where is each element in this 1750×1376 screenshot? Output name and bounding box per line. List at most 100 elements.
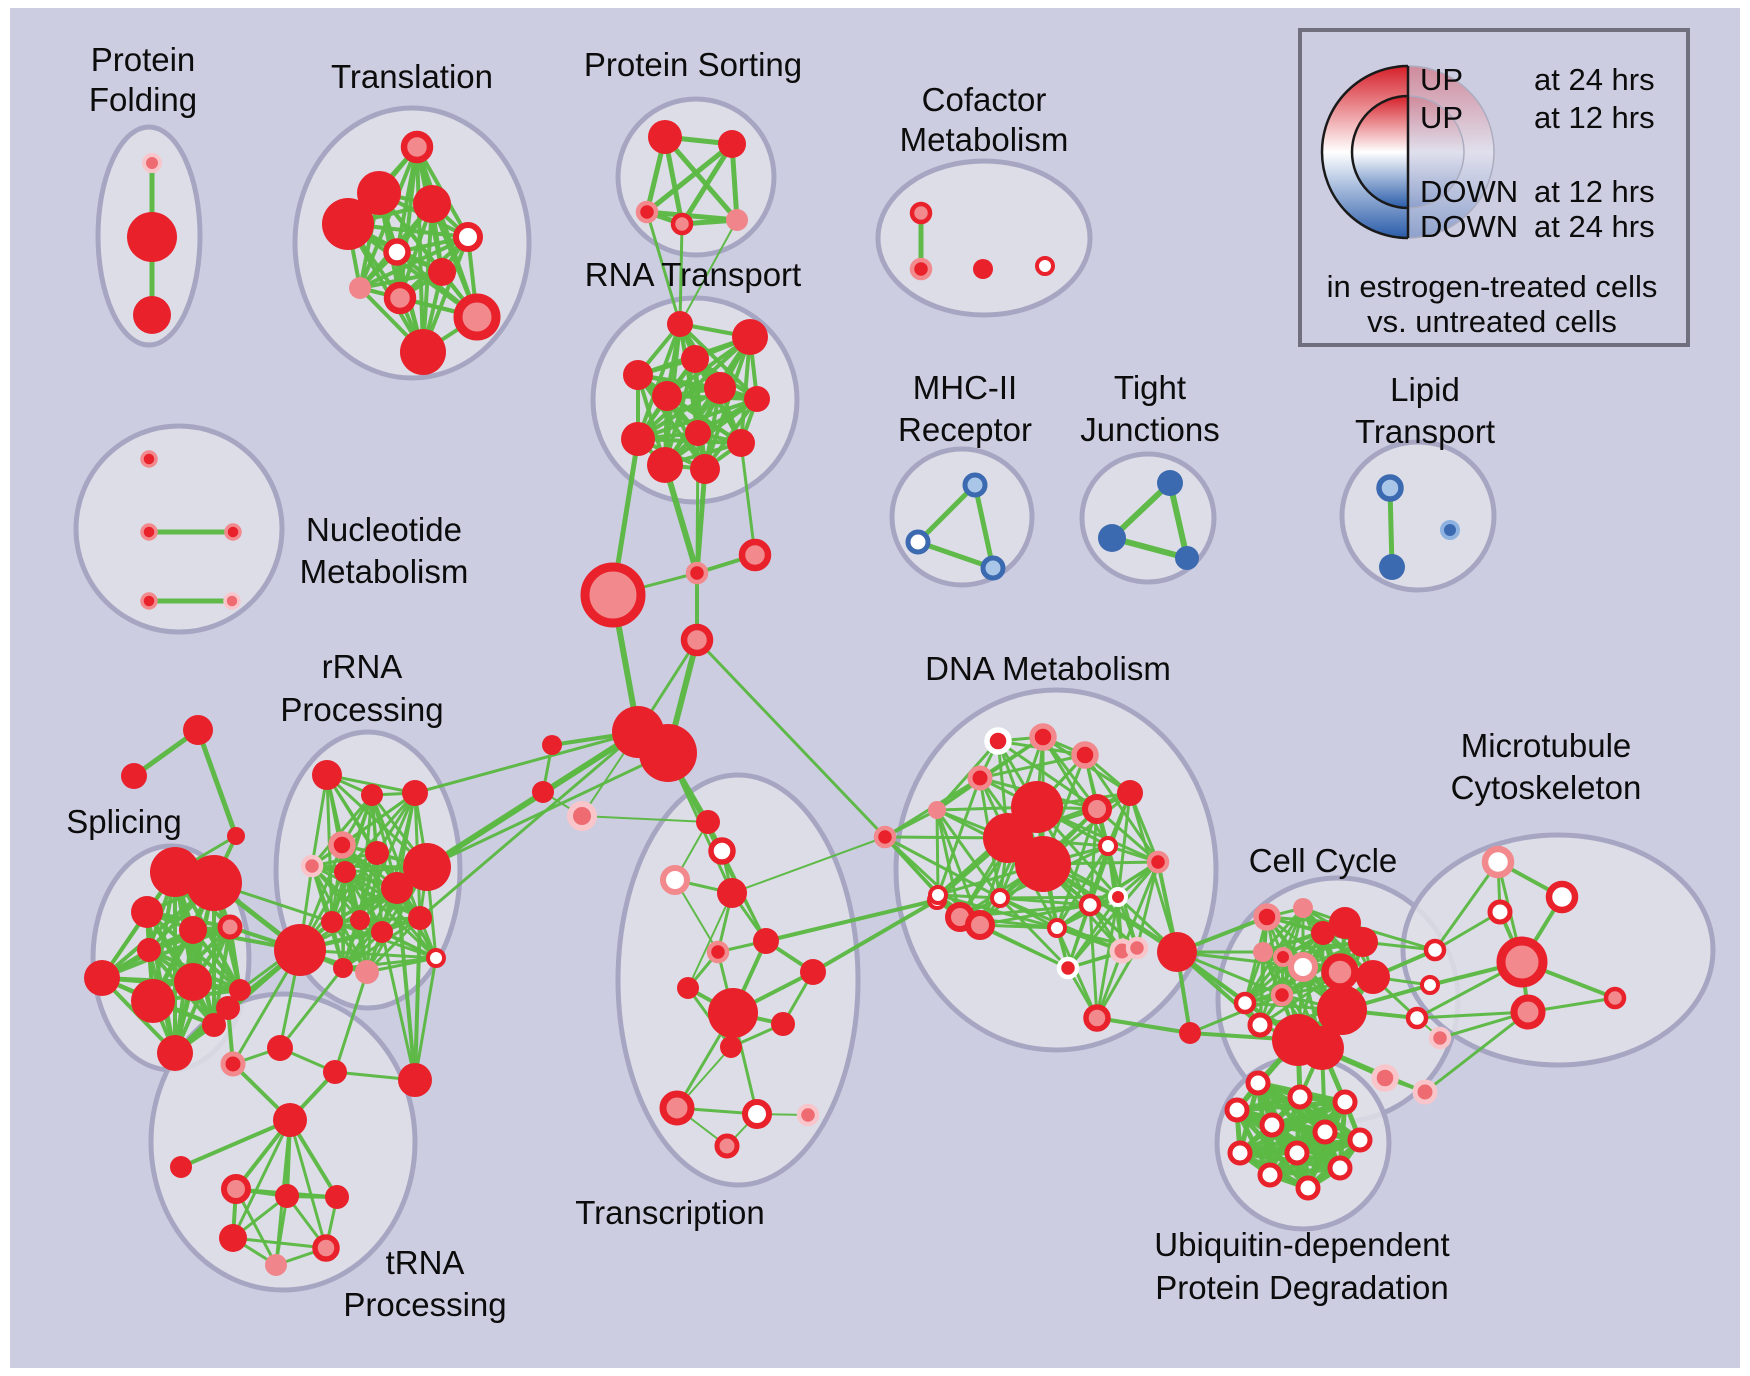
cluster-label-rr: rRNA	[322, 648, 403, 685]
node-lip-0	[1376, 474, 1404, 502]
edge-rt	[636, 322, 682, 441]
edge-rr	[310, 773, 329, 868]
node-tj-2	[1175, 546, 1199, 570]
node-ps-1	[718, 130, 746, 158]
node-tl-3	[322, 198, 374, 250]
node-rr-14	[333, 958, 353, 978]
cluster-label-ps: Protein Sorting	[584, 46, 802, 83]
node-cc-5	[1311, 921, 1335, 945]
node-cc-11	[1273, 947, 1293, 967]
edge-mhc	[915, 482, 978, 545]
node-tri-1	[121, 763, 147, 789]
node-trx-11	[659, 1090, 695, 1126]
node-rt-6	[744, 386, 770, 412]
node-dna-10	[1015, 836, 1071, 892]
edge-rr	[341, 916, 422, 970]
node-rr-11	[371, 921, 393, 943]
node-rr-7	[381, 872, 413, 904]
node-rr-1	[361, 784, 383, 806]
node-tn-1	[170, 1156, 192, 1178]
cluster-label-mic: Microtubule	[1461, 727, 1632, 764]
node-spl-4	[217, 914, 243, 940]
edge-rt	[636, 397, 759, 441]
node-trx-2	[660, 865, 690, 895]
node-tl-7	[349, 277, 371, 299]
node-dna-0	[984, 727, 1012, 755]
node-rt-11	[690, 454, 720, 484]
edge-rr-tn	[333, 970, 369, 1074]
cluster-ellipse-mic	[1400, 832, 1716, 1068]
cluster-label-mic: Cytoskeleton	[1451, 769, 1642, 806]
node-nuc-4	[223, 592, 241, 610]
node-dna-4	[928, 801, 946, 819]
edge-dna	[936, 893, 1059, 930]
edge-dna	[1088, 807, 1099, 907]
cluster-label-lip: Transport	[1355, 413, 1495, 450]
node-cc-22	[1423, 938, 1447, 962]
node-mic-3	[1496, 936, 1548, 988]
edge-dna	[1041, 735, 1110, 848]
edge-mhc	[972, 482, 996, 571]
node-rr-5	[334, 861, 356, 883]
edge-rt-cn	[695, 431, 700, 575]
legend-layer: UP at 24 hrs UP at 12 hrs DOWN at 12 hrs DOWN a…	[1298, 28, 1690, 347]
edge-rr-tn	[380, 930, 417, 1082]
node-trx-10	[800, 959, 826, 985]
node-tn-11	[267, 1035, 293, 1061]
cluster-label-spl: Splicing	[66, 803, 182, 840]
node-rt-9	[727, 429, 755, 457]
node-mhc-0	[962, 472, 988, 498]
node-cc-1	[1179, 1022, 1201, 1044]
node-rt-1	[732, 319, 768, 355]
edge-ps	[662, 134, 740, 223]
node-spl-10	[157, 1035, 193, 1071]
cluster-label-nuc: Nucleotide	[306, 511, 462, 548]
node-ub-5	[1312, 1119, 1338, 1145]
edge-cc-mic	[1415, 1010, 1530, 1020]
node-tl-6	[428, 258, 456, 286]
node-nuc-0	[140, 450, 158, 468]
node-rr-8	[403, 843, 451, 891]
node-dna-11	[1098, 836, 1118, 856]
node-rr-15	[355, 960, 379, 984]
node-rt-2	[681, 345, 709, 373]
node-cc-13	[1233, 991, 1257, 1015]
cluster-label-ub: Ubiquitin-dependent	[1154, 1226, 1449, 1263]
node-ub-9	[1327, 1155, 1353, 1181]
cluster-ellipse-tn	[148, 991, 418, 1293]
node-trx-5	[706, 940, 730, 964]
node-trx-4	[753, 928, 779, 954]
node-trx-3	[717, 878, 747, 908]
edge-rt	[636, 373, 707, 471]
node-dna-2	[1071, 741, 1099, 769]
cluster-ellipse-lip	[1339, 439, 1497, 593]
cluster-label-pf: Folding	[89, 81, 197, 118]
node-mic-4	[1603, 986, 1627, 1010]
node-spl-6	[84, 960, 120, 996]
edge-rr-tn	[278, 966, 345, 1050]
node-mic-0	[1481, 845, 1515, 879]
edge-ps	[644, 141, 735, 215]
node-dna-18	[965, 910, 995, 940]
edge-cc-mic	[1433, 860, 1500, 952]
node-trx-15	[567, 801, 597, 831]
node-tn-7	[265, 1254, 287, 1276]
node-trx-12	[742, 1099, 772, 1129]
node-ub-7	[1227, 1140, 1253, 1166]
edge-cn-dna	[695, 638, 887, 839]
node-tn-9	[220, 1051, 246, 1077]
node-rr-4	[300, 854, 324, 878]
edge-dna	[935, 808, 940, 897]
node-dna-5	[1117, 780, 1143, 806]
edge-ub	[1234, 1099, 1348, 1113]
edge-cc	[1188, 993, 1284, 1035]
node-cn-2	[738, 538, 772, 572]
node-dna-6	[1082, 794, 1112, 824]
edge-dna	[936, 893, 1002, 900]
cluster-label-rr: Processing	[280, 691, 443, 728]
node-rr-6	[365, 841, 389, 865]
edge-trx	[764, 898, 939, 943]
node-cof-1	[909, 257, 933, 281]
